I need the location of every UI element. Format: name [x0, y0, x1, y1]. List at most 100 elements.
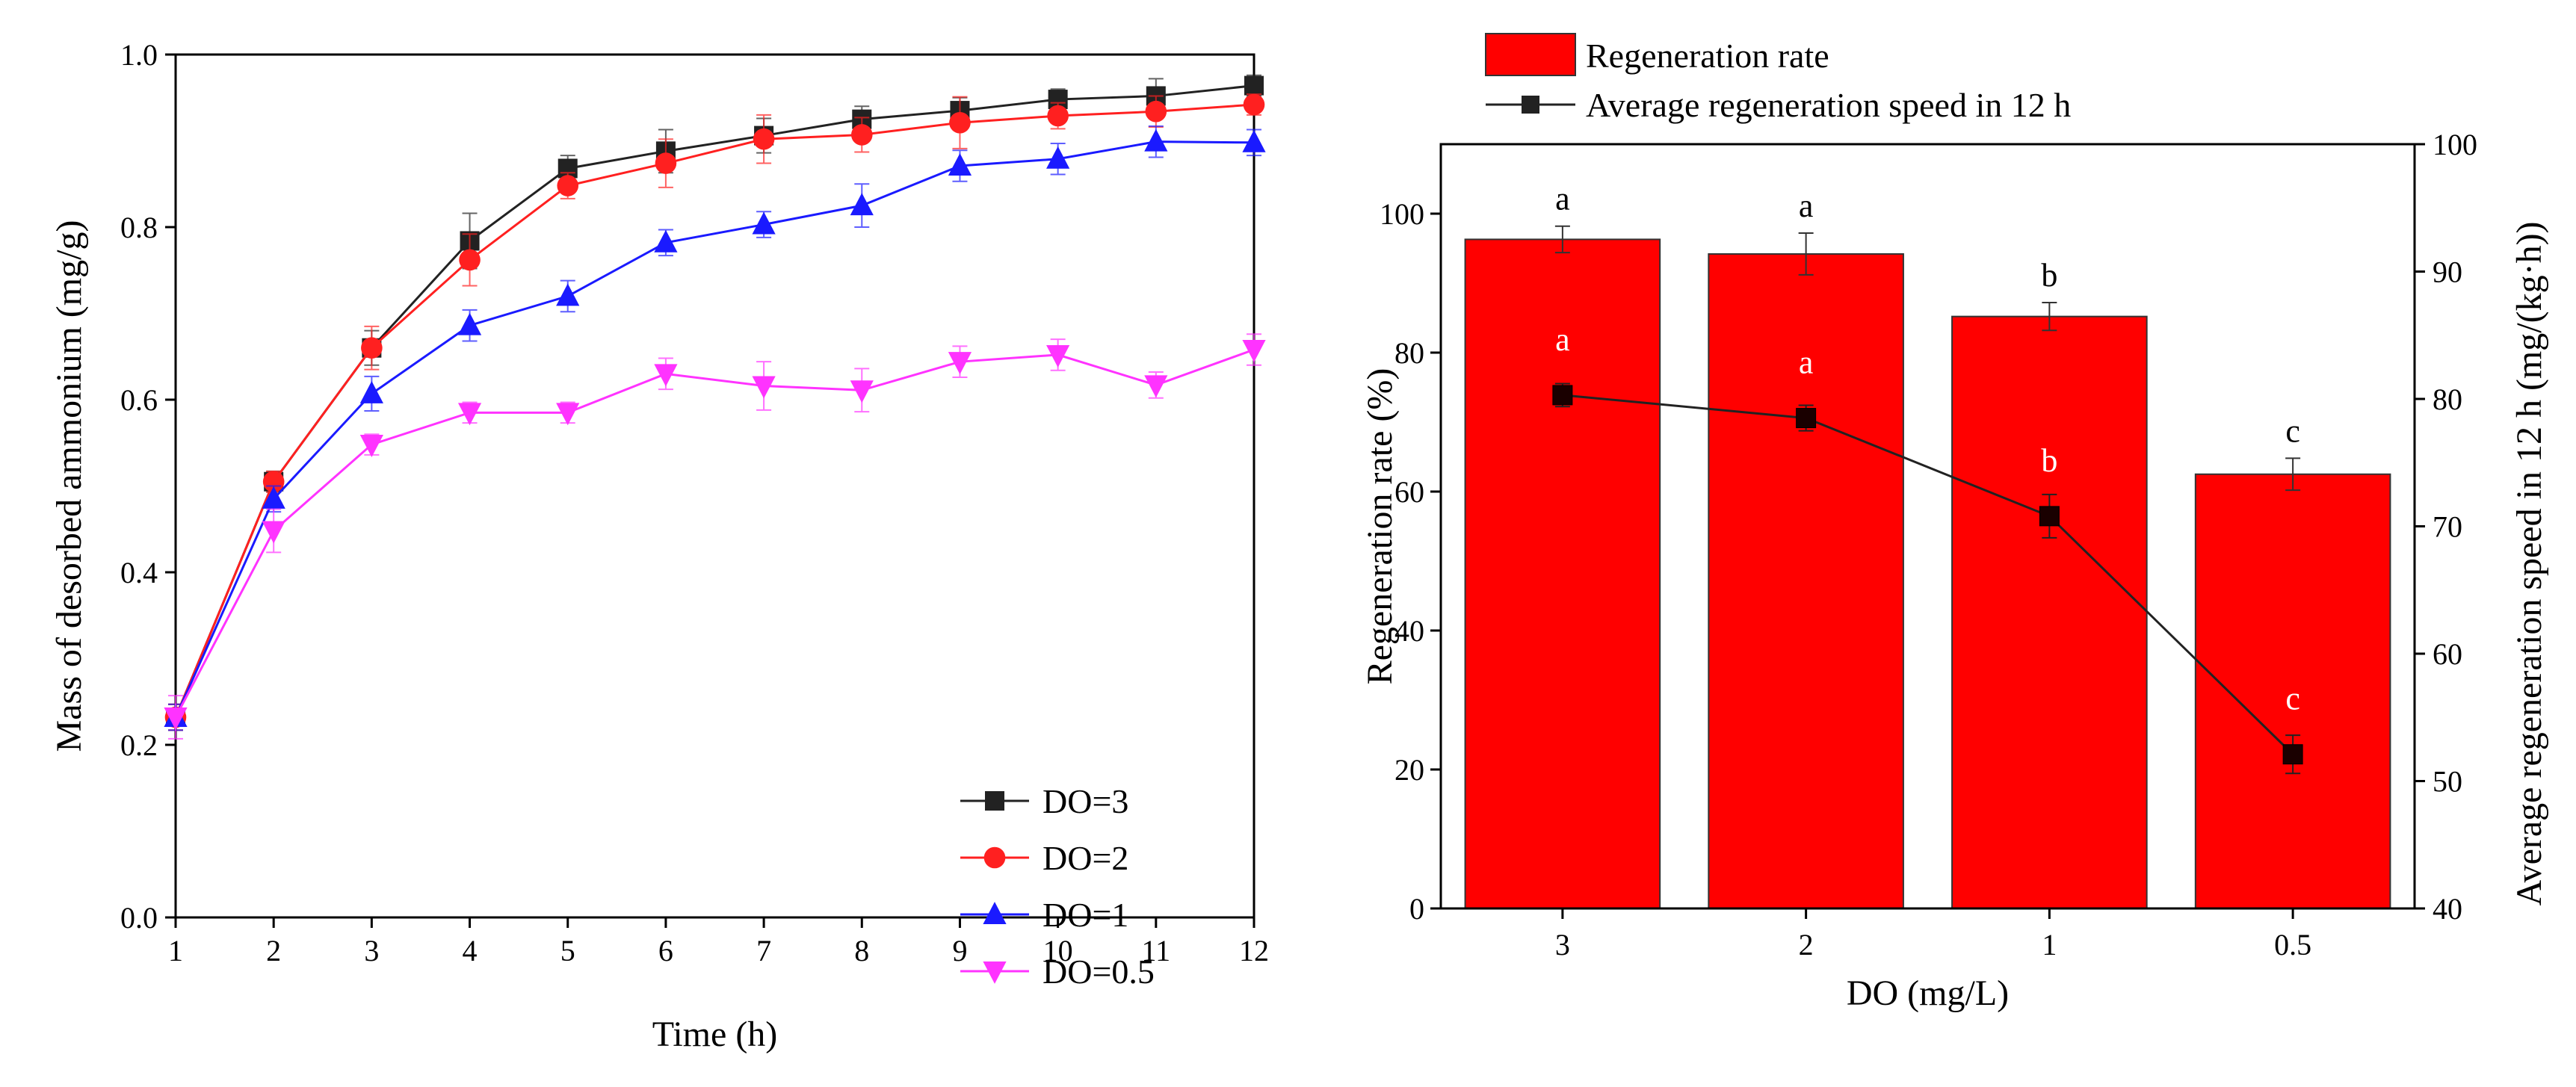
y2-tick-label: 40	[2433, 892, 2462, 926]
y-tick-label: 100	[1380, 197, 1424, 231]
speed-point	[1796, 408, 1817, 429]
legend-label: Regeneration rate	[1586, 37, 1829, 75]
data-point	[850, 124, 873, 146]
x-tick-label: 7	[756, 934, 771, 967]
series-line	[174, 348, 1255, 718]
series-do0.5	[164, 333, 1266, 740]
x-tick-label: 0.5	[2274, 928, 2311, 961]
legend-label: DO=2	[1043, 839, 1128, 877]
bar-error	[2285, 457, 2301, 492]
bar-letter: c	[2285, 412, 2300, 449]
data-point	[1046, 146, 1070, 169]
data-point	[654, 229, 678, 253]
y2-tick-label: 60	[2433, 637, 2462, 671]
y-tick-label: 1.0	[120, 38, 158, 72]
bar-error	[2042, 302, 2057, 332]
y-tick-label: 0	[1409, 892, 1424, 926]
data-point	[1242, 129, 1266, 152]
x-tick-label: 2	[1799, 928, 1814, 961]
data-point	[753, 128, 775, 150]
legend-marker	[1522, 96, 1539, 114]
data-point	[557, 175, 579, 196]
y-tick-label: 0.6	[120, 383, 158, 417]
data-point	[361, 337, 383, 359]
x-tick-label: 5	[560, 934, 575, 967]
data-point	[1046, 344, 1070, 368]
legend-marker	[983, 902, 1007, 924]
data-point	[1047, 105, 1069, 127]
data-point	[556, 283, 580, 306]
data-point	[262, 521, 285, 544]
data-point	[752, 376, 776, 399]
data-point	[1144, 128, 1168, 152]
bar	[1951, 315, 2148, 909]
data-point	[655, 152, 677, 174]
y-tick-label: 0.8	[120, 211, 158, 244]
legend-marker	[983, 961, 1007, 984]
speed-point	[1552, 385, 1573, 406]
bar-error	[1554, 225, 1570, 254]
legend-bar-swatch	[1485, 33, 1576, 76]
y2-tick-label: 80	[2433, 383, 2462, 416]
x-tick-label: 3	[1555, 928, 1570, 961]
y2-axis-label: Average regeneration speed in 12 h (mg/(…	[2509, 221, 2549, 905]
bar-letter: a	[1799, 188, 1814, 224]
data-point	[1244, 75, 1264, 96]
regeneration-bar-chart: a a b c a a b c 3 2 1 0.5 0 20 40 60 80 100 40 50 60 70 80 90 10…	[1360, 33, 2549, 1013]
y-axis-label: Regeneration rate (%)	[1360, 368, 1400, 685]
data-point	[262, 486, 285, 509]
data-point	[949, 111, 971, 134]
data-point	[359, 381, 383, 403]
y-tick-label: 80	[1394, 336, 1424, 370]
data-point	[262, 471, 285, 493]
data-point	[459, 249, 481, 271]
x-tick-label: 12	[1239, 934, 1269, 967]
y-tick-label: 60	[1394, 475, 1424, 509]
series-line	[174, 84, 1255, 718]
x-tick-label: 10	[1043, 934, 1073, 967]
x-tick-label: 1	[2042, 928, 2057, 961]
speed-letter: a	[1555, 321, 1570, 358]
legend-label: DO=0.5	[1043, 953, 1155, 991]
x-tick-label: 4	[463, 934, 478, 967]
x-tick-label: 3	[364, 934, 379, 967]
speed-letter: a	[1799, 344, 1814, 381]
x-tick-label: 1	[168, 934, 183, 967]
legend-marker	[983, 846, 1006, 869]
data-point	[850, 193, 874, 216]
y2-tick-label: 70	[2433, 510, 2462, 544]
x-tick-label: 11	[1142, 934, 1171, 967]
bar-error	[1798, 232, 1814, 276]
series-line	[174, 140, 1255, 718]
y2-tick-label: 50	[2433, 765, 2462, 799]
data-point	[1243, 93, 1265, 116]
y2-tick-label: 100	[2433, 128, 2477, 161]
data-point	[752, 211, 776, 235]
y-tick-label: 20	[1394, 753, 1424, 787]
data-point	[457, 312, 482, 335]
data-point	[1242, 340, 1266, 362]
data-point	[359, 435, 383, 457]
x-axis-label: DO (mg/L)	[1847, 973, 2009, 1013]
series-do2	[164, 93, 1265, 731]
y-tick-label: 40	[1394, 614, 1424, 648]
data-point	[948, 153, 972, 176]
speed-line	[1562, 394, 2294, 755]
y-tick-label: 0.4	[120, 556, 158, 589]
data-point	[164, 707, 188, 730]
y-tick-label: 0.0	[120, 901, 158, 935]
speed-letter: c	[2285, 681, 2300, 717]
y2-tick-label: 90	[2433, 256, 2462, 289]
y-axis-label: Mass of desorbed ammonium (mg/g)	[49, 220, 89, 752]
data-point	[1144, 375, 1168, 398]
data-point	[457, 403, 482, 426]
legend-label: DO=1	[1043, 896, 1128, 934]
x-tick-label: 6	[658, 934, 673, 967]
speed-point	[2039, 506, 2060, 527]
plot-frame	[174, 53, 1255, 919]
data-point	[556, 403, 580, 426]
data-point	[1145, 100, 1167, 123]
speed-point	[2282, 744, 2303, 765]
x-axis-label: Time (h)	[652, 1015, 778, 1054]
